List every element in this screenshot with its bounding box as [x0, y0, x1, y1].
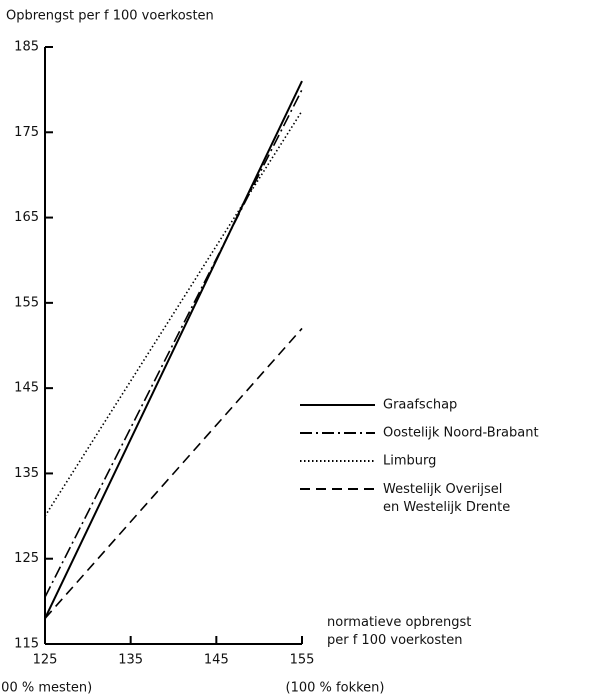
x-tick-label: 155 — [290, 653, 315, 668]
y-tick-label: 175 — [14, 125, 39, 140]
series-line — [44, 89, 303, 598]
y-tick-label: 165 — [14, 210, 39, 225]
series-line — [44, 80, 303, 619]
legend-label: Graafschap — [383, 398, 457, 413]
annotation: (100 % fokken) — [286, 681, 385, 696]
y-tick-label: 155 — [14, 295, 39, 310]
annotation: (100 % mesten) — [0, 681, 92, 696]
y-tick-label: 125 — [14, 551, 39, 566]
y-tick-label: 115 — [14, 637, 39, 652]
y-tick-label: 135 — [14, 466, 39, 481]
y-tick-label: 185 — [14, 40, 39, 55]
y-tick-label: 145 — [14, 381, 39, 396]
legend-label: Oostelijk Noord-Brabant — [383, 426, 539, 441]
x-tick-label: 135 — [118, 653, 143, 668]
legend-label: Limburg — [383, 454, 436, 469]
x-tick-label: 145 — [204, 653, 229, 668]
series-line — [44, 327, 303, 619]
x-axis-label: normatieve opbrengst per f 100 voerkosten — [327, 615, 471, 648]
series-line — [44, 110, 303, 517]
x-tick-label: 125 — [33, 653, 58, 668]
y-axis-label: Opbrengst per f 100 voerkosten — [6, 9, 214, 24]
legend-label: Westelijk Overijsel en Westelijk Drente — [383, 482, 510, 515]
